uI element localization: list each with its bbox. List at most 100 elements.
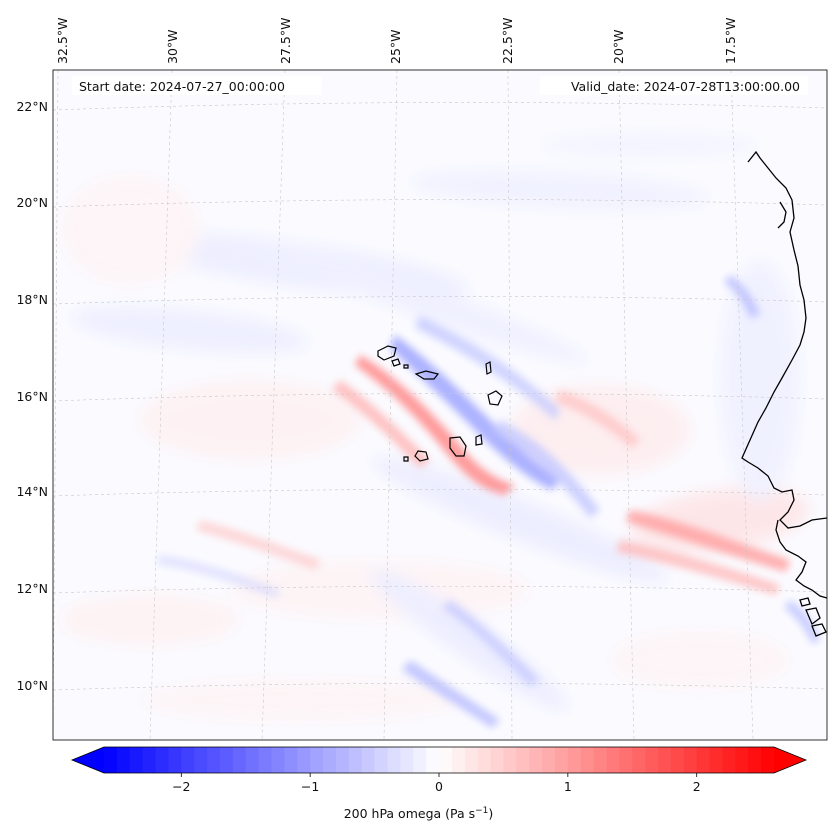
colorbar-segment <box>104 747 118 773</box>
colorbar-segment <box>477 747 492 773</box>
lat-label-14n: 14°N <box>16 484 48 499</box>
africa-coastline-south <box>775 519 827 599</box>
colorbar-extend-min <box>72 747 104 773</box>
colorbar-segment <box>580 747 595 773</box>
lon-label-20w: 20°W <box>611 29 626 64</box>
lat-label-22n: 22°N <box>16 99 48 114</box>
colorbar-segment <box>413 747 427 773</box>
colorbar-segment <box>219 747 234 773</box>
gridline-22n <box>53 102 827 111</box>
lon-label-27-5w: 27.5°W <box>278 18 293 64</box>
colorbar-segment <box>129 747 144 773</box>
coast-inlet <box>777 201 787 229</box>
colorbar-label-exponent: −1 <box>475 806 489 816</box>
colorbar-segment <box>722 747 736 773</box>
colorbar-segment <box>619 747 633 773</box>
africa-coastline <box>741 150 827 529</box>
colorbar-segment <box>348 747 363 773</box>
colorbar-segment <box>516 747 530 773</box>
colorbar-segment <box>194 747 208 773</box>
colorbar-segment <box>116 747 131 773</box>
lon-label-17-5w: 17.5°W <box>723 18 738 64</box>
lon-label-22-5w: 22.5°W <box>500 18 515 64</box>
colorbar-extend-max <box>774 747 806 773</box>
gridline-18n <box>53 296 827 305</box>
gridline-22-5w <box>507 70 513 740</box>
gridline-20w <box>618 70 635 740</box>
lon-label-30w: 30°W <box>165 29 180 64</box>
start-date-text: Start date: 2024-07-27_00:00:00 <box>79 79 285 94</box>
island-santiago <box>449 436 467 457</box>
island-sal <box>485 361 492 375</box>
colorbar-segment <box>709 747 724 773</box>
lon-label-32-5w: 32.5°W <box>55 18 70 64</box>
island-sao-nicolau <box>414 370 440 380</box>
colorbar-segment <box>632 747 646 773</box>
colorbar-outline <box>70 746 808 774</box>
colorbar-segment <box>155 747 170 773</box>
island-santa-luzia <box>403 364 409 369</box>
map-frame <box>52 69 828 741</box>
lat-label-10n: 10°N <box>16 678 48 693</box>
colorbar-segment <box>400 747 414 773</box>
colorbar-label-close: ) <box>488 806 494 822</box>
colorbar-segment <box>439 747 453 773</box>
island-maio <box>475 434 483 446</box>
colorbar-tick-label: 1 <box>564 779 572 794</box>
colorbar-segment <box>335 747 350 773</box>
omega-field <box>60 133 820 728</box>
colorbar-segment <box>683 747 698 773</box>
bijagos-islands <box>799 597 827 637</box>
colorbar-segment <box>696 747 711 773</box>
colorbar-segment <box>735 747 749 773</box>
colorbar-segment <box>207 747 221 773</box>
map-panel[interactable]: Start date: 2024-07-27_00:00:00 Valid_da… <box>53 70 827 740</box>
colorbar-tick-label: 2 <box>693 779 701 794</box>
colorbar-segment <box>542 747 556 773</box>
colorbar-segment <box>490 747 505 773</box>
colorbar-segment <box>670 747 685 773</box>
colorbar-segment <box>426 747 440 773</box>
colorbar-segment <box>529 747 543 773</box>
start-date-box <box>72 76 322 95</box>
island-santo-antao <box>377 345 397 361</box>
colorbar-segment <box>232 747 247 773</box>
colorbar-segment <box>658 747 672 773</box>
colorbar-segment <box>245 747 260 773</box>
colorbar-segments <box>104 747 775 773</box>
cape-verde-islands <box>377 345 503 462</box>
gridline-10n <box>53 682 827 691</box>
colorbar-segment <box>284 747 298 773</box>
colorbar-tick-label: −1 <box>301 779 319 794</box>
latitude-labels: 22°N 20°N 18°N 16°N 14°N 12°N 10°N <box>16 99 48 693</box>
colorbar-segment <box>567 747 582 773</box>
colorbar: −2 −1 0 1 2 <box>70 746 808 794</box>
colorbar-segment <box>645 747 659 773</box>
colorbar-segment <box>503 747 517 773</box>
gridlines <box>53 70 827 740</box>
colorbar-segment <box>142 747 157 773</box>
coastlines <box>741 150 827 637</box>
colorbar-segment <box>271 747 285 773</box>
colorbar-segment <box>387 747 401 773</box>
gridline-27-5w <box>261 70 286 740</box>
colorbar-segment <box>168 747 182 773</box>
island-brava <box>403 456 409 462</box>
colorbar-label-text: 200 hPa omega (Pa s <box>343 806 476 822</box>
colorbar-segment <box>297 747 311 773</box>
lat-label-18n: 18°N <box>16 292 48 307</box>
lon-label-25w: 25°W <box>388 29 403 64</box>
lat-label-16n: 16°N <box>16 389 48 404</box>
gridline-25w <box>383 70 398 740</box>
colorbar-segment <box>761 747 775 773</box>
colorbar-segment <box>310 747 324 773</box>
colorbar-tick-label: −2 <box>172 779 190 794</box>
island-sao-vicente <box>391 358 401 367</box>
colorbar-segment <box>361 747 376 773</box>
colorbar-tick-label: 0 <box>435 779 443 794</box>
colorbar-segment <box>593 747 608 773</box>
colorbar-segment <box>323 747 337 773</box>
gridline-20n <box>53 199 827 208</box>
colorbar-segment <box>258 747 273 773</box>
